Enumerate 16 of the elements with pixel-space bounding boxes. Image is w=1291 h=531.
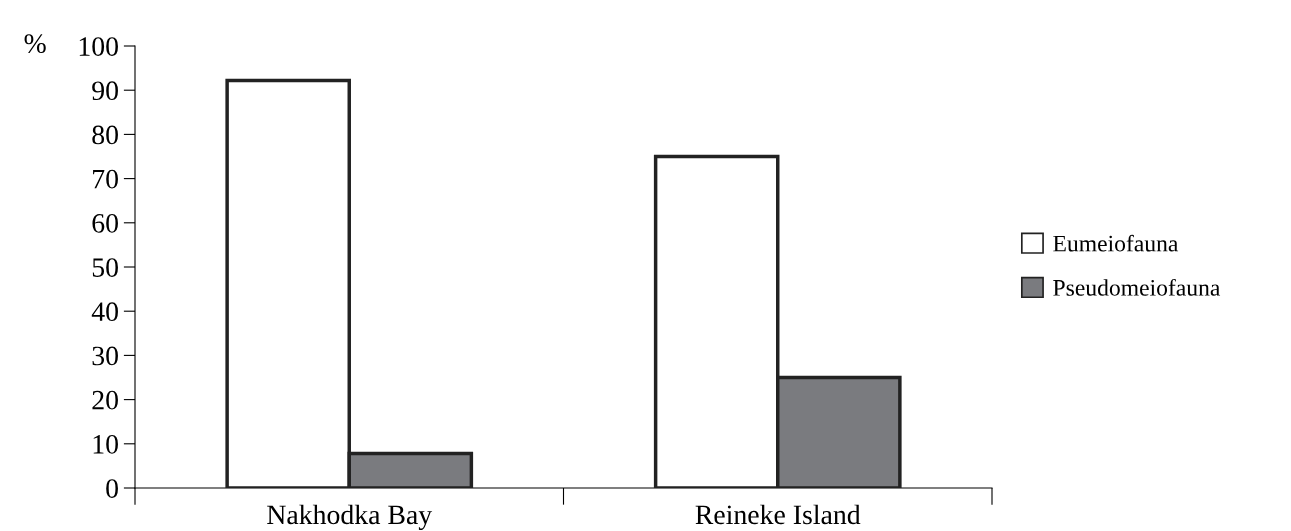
y-tick-label: 80 [92,125,118,145]
y-tick-label: 20 [92,390,118,410]
y-tick-label: 100 [79,37,118,56]
legend-label: Eumeiofauna [1053,234,1179,252]
y-tick-label: 90 [92,81,118,101]
y-tick-label: 50 [92,258,118,277]
y-tick-label: 60 [92,213,118,233]
y-tick-label: 40 [91,302,118,322]
y-tick-label: 10 [93,434,118,454]
legend-label: Pseudomeiofauna [1053,278,1221,296]
y-tick-label: 70 [93,169,118,189]
x-tick-label: Nakhodka Bay [267,504,433,530]
y-tick-label: 30 [92,346,118,366]
y-tick-label: 0 [106,479,118,498]
x-tick-label: Reineke Island [695,504,861,525]
y-axis-title: % [24,34,46,54]
